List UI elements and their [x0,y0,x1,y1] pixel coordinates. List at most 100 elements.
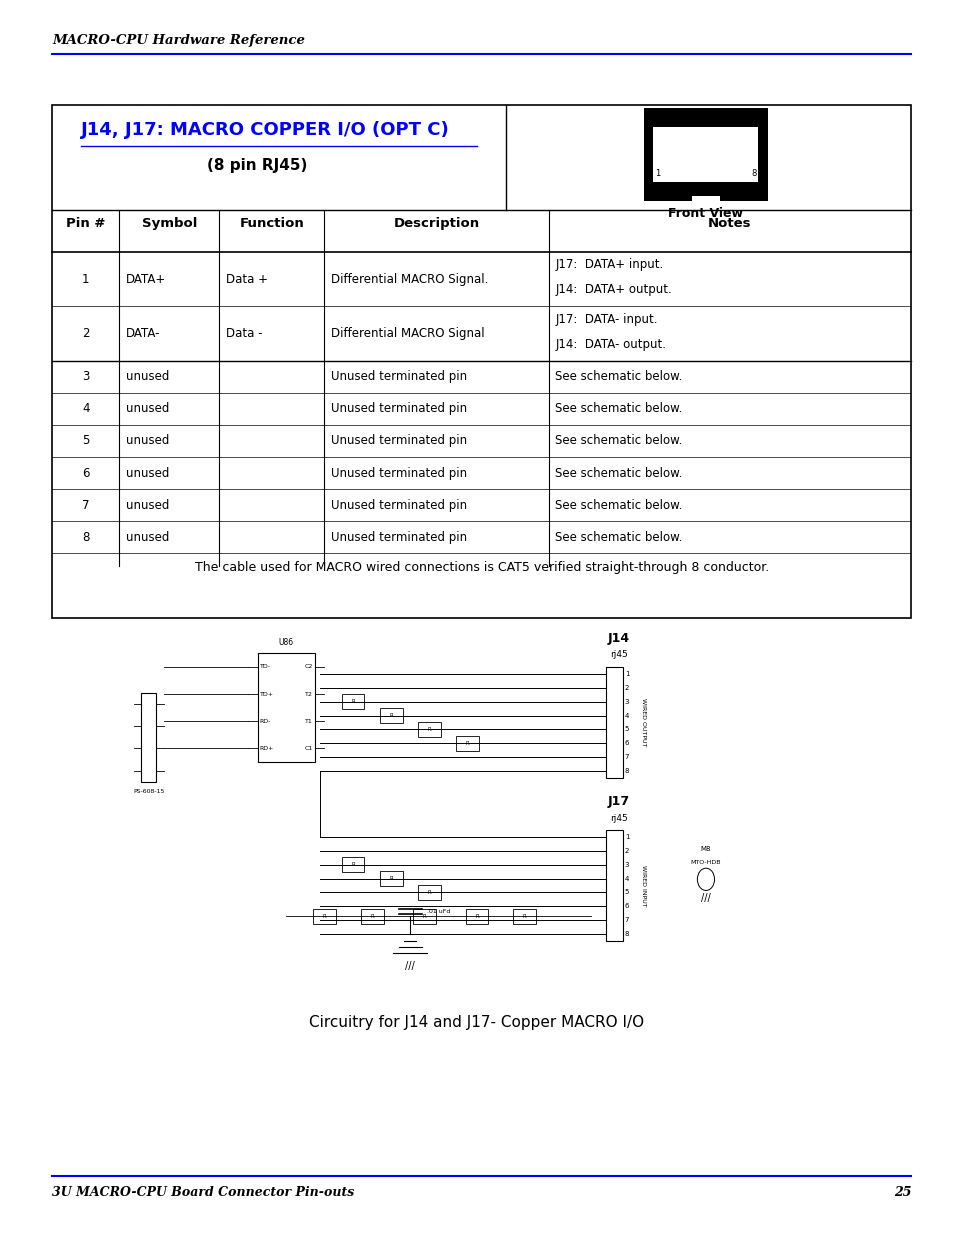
Bar [456,736,478,751]
Text: 2: 2 [82,327,90,340]
Text: 1: 1 [655,169,660,179]
Bar [691,195,720,217]
Text: J17:  DATA- input.: J17: DATA- input. [555,312,657,326]
Text: TD+: TD+ [259,692,274,697]
Text: Notes: Notes [707,217,751,231]
Text: 8: 8 [624,931,629,937]
Text: WIRED OUTPUT: WIRED OUTPUT [640,698,646,747]
Text: unused: unused [126,435,169,447]
Text: 5: 5 [624,726,629,732]
Text: 8: 8 [750,169,756,179]
Bar [379,708,402,722]
Text: unused: unused [126,531,169,543]
Text: RD+: RD+ [259,746,274,751]
Text: 6: 6 [624,740,629,746]
Text: Circuitry for J14 and J17- Copper MACRO I/O: Circuitry for J14 and J17- Copper MACRO … [309,1015,644,1030]
Text: Pin #: Pin # [66,217,106,231]
Text: R: R [322,914,326,919]
Bar [653,126,758,182]
Text: J14:  DATA- output.: J14: DATA- output. [555,338,665,351]
Text: DATA-: DATA- [126,327,160,340]
Text: 2: 2 [624,684,629,690]
Text: 4: 4 [624,876,629,882]
Text: unused: unused [126,467,169,479]
Text: R: R [370,914,374,919]
Text: R: R [522,914,526,919]
Text: 3: 3 [624,862,629,868]
Bar [513,909,536,924]
Bar [313,909,335,924]
Text: Unused terminated pin: Unused terminated pin [331,435,467,447]
Bar [417,885,440,900]
Text: Front View: Front View [668,207,742,221]
Text: Data -: Data - [226,327,262,340]
Text: unused: unused [126,499,169,511]
Bar [465,909,488,924]
Text: Unused terminated pin: Unused terminated pin [331,403,467,415]
Text: 7: 7 [624,918,629,924]
Text: 5: 5 [624,889,629,895]
Text: See schematic below.: See schematic below. [555,499,682,511]
Text: 7: 7 [82,499,90,511]
Text: 1: 1 [624,834,629,840]
Text: J14:  DATA+ output.: J14: DATA+ output. [555,284,671,296]
Text: Symbol: Symbol [141,217,197,231]
Text: 3: 3 [82,370,90,383]
Text: ///: /// [700,893,710,903]
Text: R: R [427,890,431,895]
Text: 1: 1 [624,671,629,677]
Text: Unused terminated pin: Unused terminated pin [331,467,467,479]
Text: unused: unused [126,403,169,415]
Text: See schematic below.: See schematic below. [555,370,682,383]
Text: RD-: RD- [259,719,271,724]
Bar [341,857,364,872]
Text: 4: 4 [624,713,629,719]
Text: The cable used for MACRO wired connections is CAT5 verified straight-through 8 c: The cable used for MACRO wired connectio… [194,561,768,574]
Text: M8: M8 [700,846,711,852]
Text: Data +: Data + [226,273,268,285]
Text: 8: 8 [624,768,629,774]
Bar [417,722,440,737]
Text: T2: T2 [305,692,313,697]
Text: C2: C2 [304,664,313,669]
Text: 6: 6 [624,903,629,909]
Text: ///: /// [405,961,415,971]
Bar [643,109,767,201]
Text: Description: Description [393,217,479,231]
Text: Function: Function [239,217,304,231]
Text: MACRO-CPU Hardware Reference: MACRO-CPU Hardware Reference [52,33,305,47]
Text: DATA+: DATA+ [126,273,166,285]
Bar [605,667,622,778]
Text: T1: T1 [305,719,313,724]
Text: Unused terminated pin: Unused terminated pin [331,499,467,511]
Text: .01 uFd: .01 uFd [427,909,451,914]
Text: rj45: rj45 [610,814,627,823]
Text: MTO-HDB: MTO-HDB [690,860,720,864]
Bar [379,871,402,885]
Text: C1: C1 [304,746,313,751]
Text: 25: 25 [893,1186,910,1199]
Text: rj45: rj45 [610,651,627,659]
Text: TD-: TD- [259,664,271,669]
Text: 6: 6 [82,467,90,479]
Text: PS-608-15: PS-608-15 [133,789,164,794]
Bar [341,694,364,709]
Text: 3: 3 [624,699,629,705]
Text: U86: U86 [278,638,294,647]
Text: R: R [389,713,393,718]
Text: See schematic below.: See schematic below. [555,403,682,415]
Text: Differential MACRO Signal: Differential MACRO Signal [331,327,484,340]
Text: See schematic below.: See schematic below. [555,531,682,543]
Text: 8: 8 [82,531,90,543]
Bar [360,909,383,924]
Text: (8 pin RJ45): (8 pin RJ45) [207,158,308,173]
Text: unused: unused [126,370,169,383]
Text: R: R [389,876,393,881]
Text: J17:  DATA+ input.: J17: DATA+ input. [555,258,662,272]
Text: Unused terminated pin: Unused terminated pin [331,370,467,383]
Text: J14, J17: MACRO COPPER I/O (OPT C): J14, J17: MACRO COPPER I/O (OPT C) [81,121,450,140]
Text: See schematic below.: See schematic below. [555,467,682,479]
Text: R: R [422,914,426,919]
Text: 1: 1 [82,273,90,285]
Text: 5: 5 [82,435,90,447]
